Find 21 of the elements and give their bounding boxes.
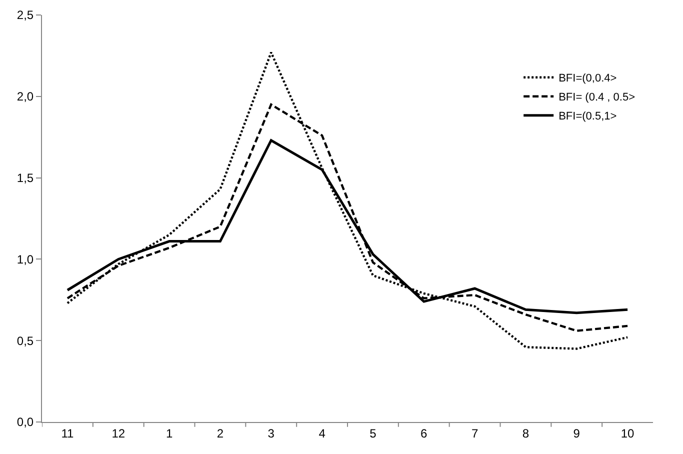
y-tick-label: 0,5 bbox=[16, 334, 34, 348]
x-tick-label: 2 bbox=[216, 426, 224, 440]
y-tick-label: 1,5 bbox=[16, 171, 34, 185]
y-tick-label: 1,0 bbox=[16, 252, 34, 266]
x-tick-label: 11 bbox=[61, 426, 74, 440]
x-tick-label: 12 bbox=[112, 426, 126, 440]
x-tick-label: 8 bbox=[522, 426, 530, 440]
x-tick-label: 4 bbox=[318, 426, 326, 440]
x-tick-label: 5 bbox=[370, 426, 377, 440]
x-tick-label: 7 bbox=[471, 426, 478, 440]
legend-label: BFI=(0,0.4> bbox=[558, 72, 617, 85]
y-tick-label: 2,0 bbox=[16, 90, 34, 104]
legend-label: BFI= (0.4 , 0.5> bbox=[558, 92, 636, 104]
x-tick-label: 1 bbox=[166, 426, 173, 440]
x-tick-label: 3 bbox=[268, 426, 275, 440]
x-tick-label: 10 bbox=[620, 426, 635, 440]
x-tick-label: 9 bbox=[573, 426, 580, 440]
x-tick-label: 6 bbox=[420, 426, 428, 440]
legend-label: BFI=(0.5,1> bbox=[558, 110, 617, 123]
y-tick-label: 2,5 bbox=[16, 8, 34, 22]
y-tick-label: 0,0 bbox=[16, 415, 34, 430]
